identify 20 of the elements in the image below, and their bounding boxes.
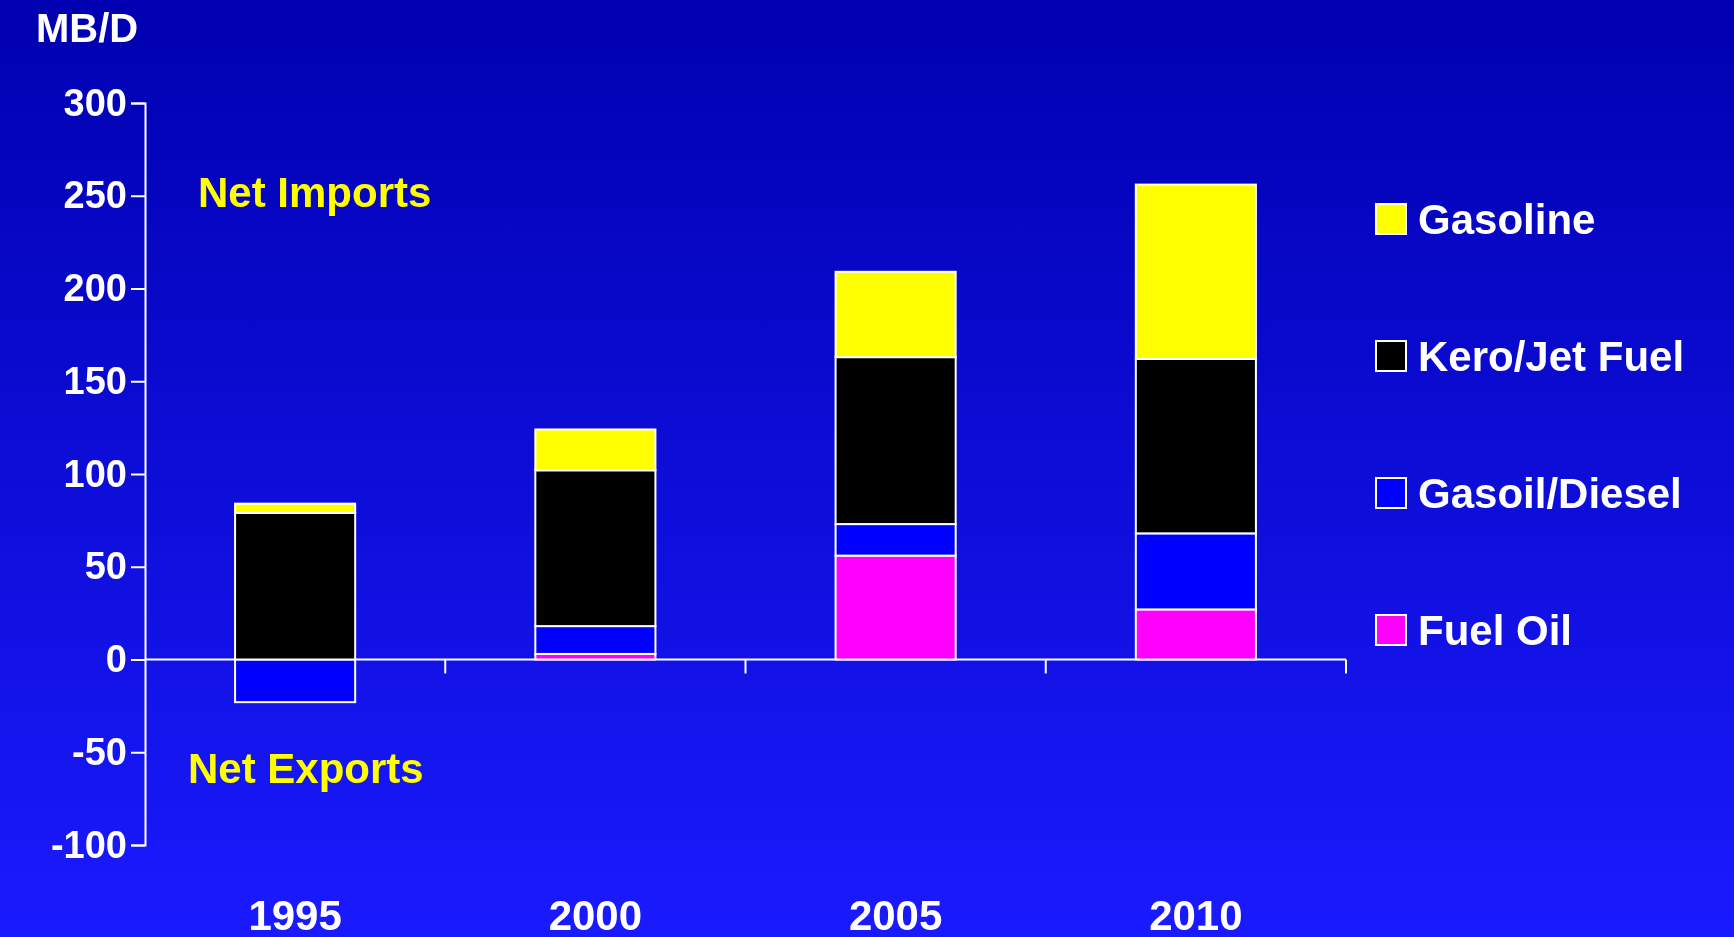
y-tick-label: 250 bbox=[63, 174, 127, 217]
legend-label: Gasoline bbox=[1418, 196, 1596, 243]
y-axis-title: MB/D bbox=[36, 6, 139, 50]
annotation: Net Imports bbox=[198, 169, 432, 216]
legend-label: Fuel Oil bbox=[1418, 607, 1573, 654]
x-tick-label: 2005 bbox=[848, 892, 943, 937]
y-tick-label: -100 bbox=[50, 823, 127, 866]
x-tick-label: 2010 bbox=[1149, 892, 1243, 937]
legend-label: Kero/Jet Fuel bbox=[1418, 333, 1685, 380]
y-tick-label: 150 bbox=[63, 359, 127, 402]
y-tick-label: 100 bbox=[63, 452, 127, 495]
y-tick-label: -50 bbox=[72, 730, 127, 773]
y-tick-label: 300 bbox=[63, 81, 127, 124]
annotation: Net Exports bbox=[188, 745, 424, 792]
y-tick-label: 200 bbox=[63, 267, 127, 310]
y-tick-label: 50 bbox=[84, 545, 127, 588]
x-tick-label: 2000 bbox=[548, 892, 643, 937]
y-tick-label: 0 bbox=[105, 638, 127, 681]
legend-label: Gasoil/Diesel bbox=[1418, 470, 1682, 517]
x-tick-label: 1995 bbox=[248, 892, 342, 937]
